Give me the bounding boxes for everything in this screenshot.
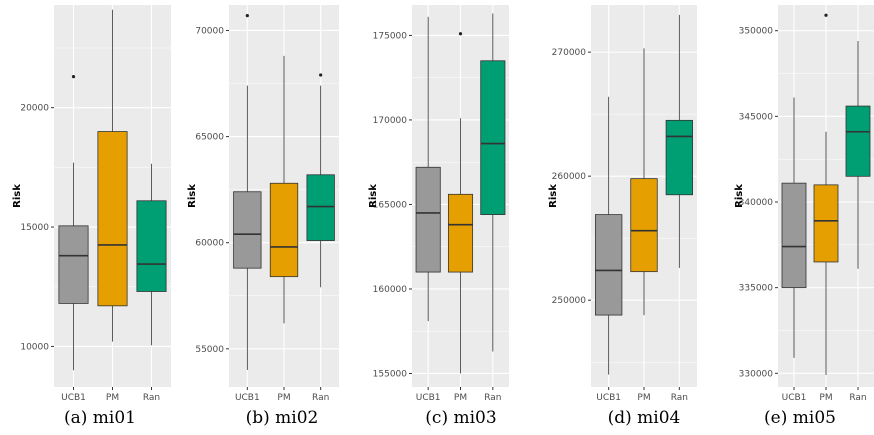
box-body <box>447 193 474 273</box>
subfigure-caption: (c) mi03 <box>425 408 496 428</box>
box-body <box>781 182 807 289</box>
y-tick-label: 20000 <box>20 104 49 114</box>
x-tick-label: Ran <box>484 393 501 403</box>
y-tick-label: 170000 <box>373 116 408 126</box>
box-body <box>595 214 623 316</box>
subfigure-caption: (e) mi05 <box>764 408 836 428</box>
y-tick-label: 55000 <box>195 345 224 355</box>
y-axis-label: Risk <box>12 184 23 208</box>
y-axis-label: Risk <box>548 184 559 208</box>
y-tick-label: 340000 <box>739 198 774 208</box>
subfigure-caption: (d) mi04 <box>608 408 681 428</box>
chart-panel: 155000 160000 165000 170000 175000 UCB1 PM Ran R… <box>368 5 509 428</box>
x-tick-label: Ran <box>143 393 160 403</box>
y-tick-label: 10000 <box>20 342 49 352</box>
box-ucb1 <box>58 75 89 371</box>
box-body <box>306 174 335 241</box>
x-tick-label: UCB1 <box>61 393 86 403</box>
y-tick-label: 70000 <box>195 26 224 36</box>
chart-panel: 10000 15000 20000 UCB1 PM Ran Risk (a) mi01 <box>12 5 171 428</box>
y-tick-label: 175000 <box>373 31 408 41</box>
y-tick-label: 65000 <box>195 133 224 143</box>
x-tick-label: Ran <box>312 393 329 403</box>
box-pm <box>97 9 128 342</box>
x-tick-label: UCB1 <box>235 393 260 403</box>
y-tick-label: 250000 <box>552 296 587 306</box>
y-tick-label: 260000 <box>552 172 587 182</box>
box-body <box>480 60 506 215</box>
y-tick-label: 165000 <box>373 200 408 210</box>
chart-panel: 330000 335000 340000 345000 350000 UCB1 PM Ran R… <box>734 5 874 428</box>
subfigure-caption: (a) mi01 <box>64 408 136 428</box>
y-tick-label: 335000 <box>739 284 774 294</box>
x-tick-label: Ran <box>671 393 688 403</box>
y-tick-label: 60000 <box>195 239 224 249</box>
box-ucb1 <box>595 96 623 375</box>
chart-panel: 250000 260000 270000 UCB1 PM Ran Risk (d) mi04 <box>548 5 697 428</box>
box-body <box>233 191 262 269</box>
box-ran <box>136 163 167 346</box>
box-ucb1 <box>781 97 807 358</box>
box-ran <box>845 40 871 269</box>
x-tick-label: PM <box>277 393 290 403</box>
box-body <box>269 182 299 278</box>
box-ran <box>306 73 335 288</box>
box-body <box>845 105 871 177</box>
box-ucb1 <box>233 14 262 371</box>
y-tick-label: 330000 <box>739 369 774 379</box>
x-tick-label: PM <box>819 393 832 403</box>
y-tick-label: 350000 <box>739 27 774 37</box>
x-tick-label: PM <box>454 393 467 403</box>
box-body <box>415 166 441 273</box>
outlier-point <box>71 75 76 79</box>
box-ran <box>665 14 693 268</box>
chart-panel: 55000 60000 65000 70000 UCB1 PM Ran Risk (b) mi0… <box>187 5 339 428</box>
subfigure-caption: (b) mi02 <box>246 408 319 428</box>
box-body <box>665 119 693 196</box>
x-tick-label: UCB1 <box>782 393 807 403</box>
outlier-point <box>245 14 249 18</box>
x-tick-label: Ran <box>849 393 866 403</box>
box-pm <box>269 55 299 324</box>
outlier-point <box>319 73 323 77</box>
y-tick-label: 345000 <box>739 112 774 122</box>
box-body <box>58 225 89 304</box>
y-axis-label: Risk <box>368 184 379 208</box>
box-body <box>136 200 167 292</box>
outlier-point <box>458 32 463 36</box>
outlier-point <box>824 13 828 17</box>
box-body <box>813 184 839 263</box>
box-ucb1 <box>415 16 441 322</box>
box-pm <box>447 32 474 374</box>
y-tick-label: 160000 <box>373 285 408 295</box>
x-tick-label: UCB1 <box>416 393 441 403</box>
x-tick-label: UCB1 <box>596 393 621 403</box>
y-tick-label: 155000 <box>373 369 408 379</box>
y-axis-label: Risk <box>187 184 198 208</box>
y-axis-label: Risk <box>734 184 745 208</box>
x-tick-label: PM <box>637 393 650 403</box>
y-tick-label: 270000 <box>552 48 587 58</box>
box-body <box>630 178 658 273</box>
box-body <box>97 131 128 307</box>
x-tick-label: PM <box>106 393 119 403</box>
box-ran <box>480 13 506 352</box>
box-pm <box>630 48 658 316</box>
y-tick-label: 15000 <box>20 223 49 233</box>
box-pm <box>813 13 839 376</box>
